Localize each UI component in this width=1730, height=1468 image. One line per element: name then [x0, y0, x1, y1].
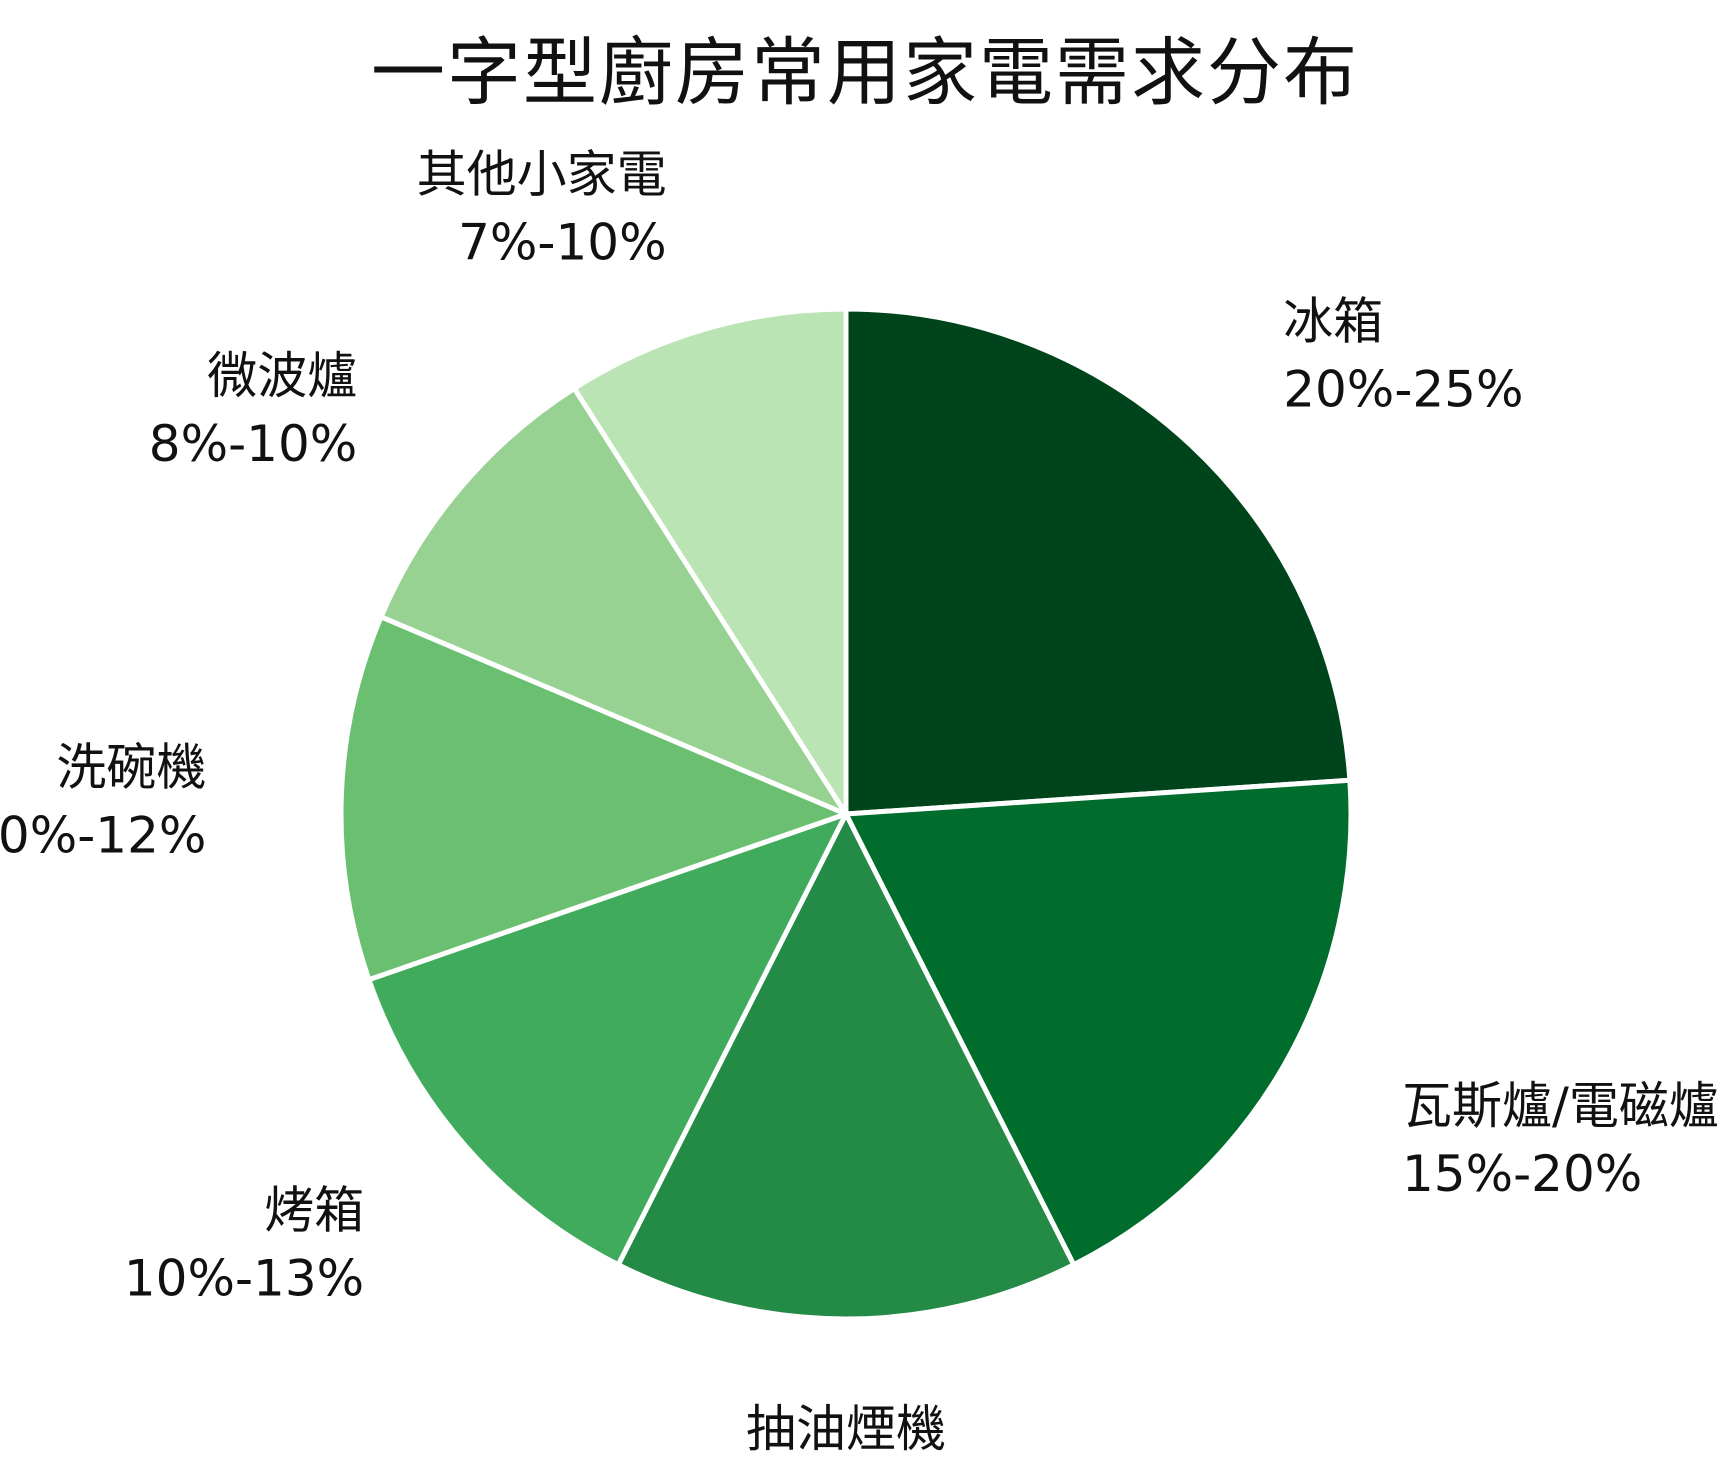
slice-name-label-2: 抽油煙機	[746, 1400, 946, 1458]
slice-range-label-4: 10%-12%	[0, 807, 206, 865]
pie-slices	[338, 306, 1354, 1322]
pie-labels: 冰箱20%-25%瓦斯爐/電磁爐15%-20%抽油煙機13%-15%烤箱10%-…	[0, 146, 1719, 1458]
chart-title: 一字型廚房常用家電需求分布	[371, 30, 1359, 116]
slice-range-label-5: 8%-10%	[149, 415, 358, 473]
pie-slice-1	[843, 777, 1354, 1268]
slice-name-label-1: 瓦斯爐/電磁爐	[1402, 1077, 1719, 1135]
pie-slice-4	[338, 614, 849, 983]
slice-range-label-6: 7%-10%	[458, 214, 667, 272]
pie-slice-6	[571, 306, 849, 817]
pie-slice-2	[615, 811, 1077, 1322]
slice-name-label-4: 洗碗機	[56, 739, 206, 797]
pie-slice-5	[378, 385, 849, 817]
slice-name-label-0: 冰箱	[1283, 293, 1383, 351]
slice-range-label-0: 20%-25%	[1283, 361, 1523, 419]
slice-name-label-5: 微波爐	[207, 347, 357, 405]
slice-name-label-6: 其他小家電	[417, 146, 667, 204]
slice-range-label-3: 10%-13%	[124, 1249, 364, 1307]
slice-range-label-1: 15%-20%	[1402, 1145, 1642, 1203]
pie-slice-0	[843, 306, 1353, 817]
slice-name-label-3: 烤箱	[264, 1181, 364, 1239]
pie-slice-3	[366, 811, 849, 1268]
